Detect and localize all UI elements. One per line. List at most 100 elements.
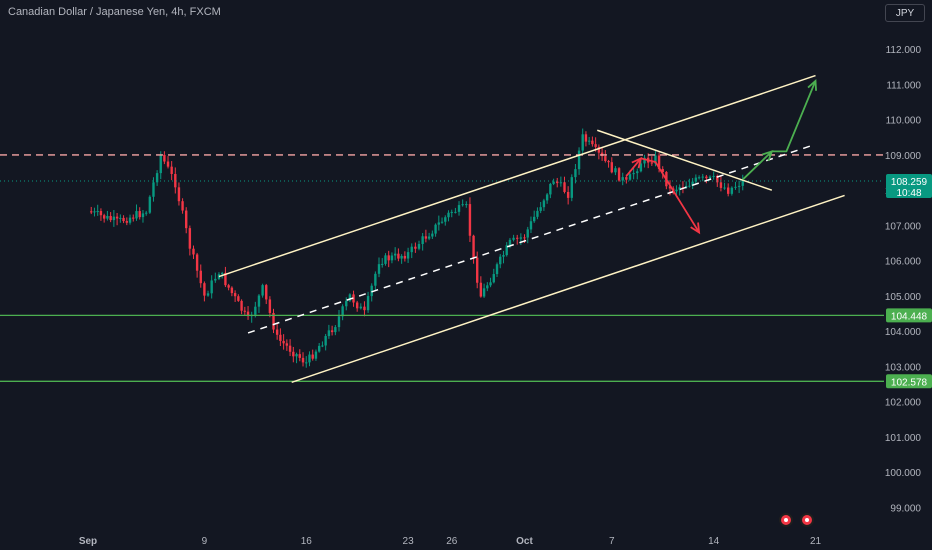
candle-body [632,173,635,175]
candle-body [148,196,152,213]
bearish-arrowhead [631,156,643,169]
candle-body [461,204,464,206]
candle-body [654,155,657,164]
candle-body [334,327,337,333]
channel-lower-line [291,194,845,383]
candle-body [604,156,607,162]
candle-body [359,306,363,309]
time-tick-label: Sep [79,536,97,547]
candle-body [688,185,691,187]
candle-body [233,293,237,297]
candle-body [227,285,230,288]
candle-body [230,287,234,294]
price-tick-label: 107.000 [885,221,922,232]
candle-body [288,345,292,352]
candle-body [135,211,138,219]
candle-body [99,211,103,216]
candle-body [529,221,533,230]
event-flag-icon[interactable] [779,513,793,527]
channel-upper-line [218,74,816,278]
candle-body [694,177,698,182]
candle-body [625,177,628,180]
candle-body [109,215,112,221]
time-tick-label: Oct [516,536,533,547]
candle-body [437,222,441,225]
candle-body [102,215,106,219]
candle-body [668,186,672,189]
price-tick-label: 112.000 [886,45,922,56]
candle-body [657,155,661,170]
candle-body [447,212,450,218]
candle-body [275,329,279,335]
time-tick-label: 26 [446,536,458,547]
time-axis: Sep 9 16 23 26 Oct 7 14 21 [79,536,822,547]
candle-body [563,182,566,192]
candle-body [301,357,305,363]
candle-body [636,171,639,174]
candle-body [730,187,734,194]
candle-body [476,257,479,283]
candle-body [177,187,181,202]
candle-body [181,201,184,211]
price-tick-label: 99.000 [890,503,921,514]
candle-body [566,191,570,198]
candle-body [314,351,318,359]
candle-body [292,351,295,357]
currency-button[interactable]: JPY [885,4,925,22]
candle-body [427,236,431,239]
candle-body [282,340,285,344]
candle-body [542,200,546,208]
candle-body [454,211,457,213]
candle-body [552,181,555,184]
candle-body [639,163,643,172]
candle-body [431,233,434,237]
candle-body [90,211,93,213]
candle-body [243,310,247,312]
candle-body [119,217,122,219]
event-flag-icon[interactable] [800,513,814,527]
bearish-scenario-path [625,157,700,233]
candle-body [166,161,170,167]
candle-body [159,154,162,174]
candle-body [206,293,210,296]
candle-body [214,278,217,281]
candle-body [163,154,166,162]
candle-body [298,354,301,358]
channel-middle-line [247,143,816,334]
candle-body [125,221,128,223]
candle-body [421,236,424,245]
candle-body [536,210,539,217]
support-1-label-bg [886,308,932,323]
candle-body [410,246,413,253]
candle-body [584,134,588,142]
candle-body [610,162,613,173]
time-tick-label: 9 [202,536,208,547]
candle-body [621,177,624,181]
candle-body [363,306,366,311]
candle-body [155,173,159,183]
candle-body [661,169,664,173]
candle-body [502,255,505,257]
candle-body [237,296,240,301]
candle-body [614,168,617,173]
candle-body [545,194,549,201]
candle-body [712,175,715,177]
candle-body [174,173,177,188]
candle-body [486,285,489,289]
candle-body [330,330,334,333]
candle-body [390,255,394,261]
price-axis: 112.000111.000110.000109.000108.000107.0… [884,0,932,550]
candle-body [697,177,701,179]
bullish-arrowhead [762,149,774,162]
candle-body [195,254,199,271]
candle-body [741,179,744,186]
candle-body [321,345,324,347]
candle-body [246,311,250,317]
price-axis-bg [884,0,932,550]
candle-body [519,237,523,239]
candle-body [499,256,502,265]
candle-body [468,204,472,236]
candle-body [145,212,148,214]
